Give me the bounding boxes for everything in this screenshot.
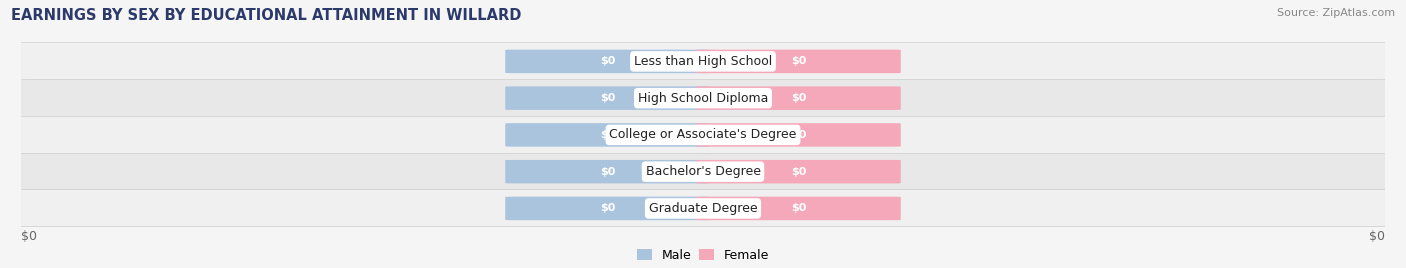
FancyBboxPatch shape — [696, 86, 901, 110]
Text: Less than High School: Less than High School — [634, 55, 772, 68]
Text: $0: $0 — [790, 93, 806, 103]
Text: Source: ZipAtlas.com: Source: ZipAtlas.com — [1277, 8, 1395, 18]
FancyBboxPatch shape — [505, 197, 710, 220]
Text: $0: $0 — [790, 56, 806, 66]
Legend: Male, Female: Male, Female — [631, 244, 775, 267]
FancyBboxPatch shape — [696, 197, 901, 220]
Text: College or Associate's Degree: College or Associate's Degree — [609, 128, 797, 142]
FancyBboxPatch shape — [505, 86, 710, 110]
Text: $0: $0 — [600, 93, 616, 103]
Text: $0: $0 — [790, 167, 806, 177]
FancyBboxPatch shape — [696, 50, 901, 73]
Text: EARNINGS BY SEX BY EDUCATIONAL ATTAINMENT IN WILLARD: EARNINGS BY SEX BY EDUCATIONAL ATTAINMEN… — [11, 8, 522, 23]
Text: Graduate Degree: Graduate Degree — [648, 202, 758, 215]
FancyBboxPatch shape — [18, 117, 1388, 153]
FancyBboxPatch shape — [505, 50, 710, 73]
FancyBboxPatch shape — [696, 160, 901, 183]
FancyBboxPatch shape — [18, 43, 1388, 80]
Text: $0: $0 — [600, 56, 616, 66]
FancyBboxPatch shape — [18, 154, 1388, 190]
Text: $0: $0 — [1369, 230, 1385, 243]
Text: $0: $0 — [21, 230, 37, 243]
Text: $0: $0 — [600, 167, 616, 177]
Text: Bachelor's Degree: Bachelor's Degree — [645, 165, 761, 178]
Text: $0: $0 — [790, 130, 806, 140]
Text: High School Diploma: High School Diploma — [638, 92, 768, 105]
Text: $0: $0 — [790, 203, 806, 213]
FancyBboxPatch shape — [505, 123, 710, 147]
FancyBboxPatch shape — [505, 160, 710, 183]
FancyBboxPatch shape — [18, 190, 1388, 227]
Text: $0: $0 — [600, 130, 616, 140]
FancyBboxPatch shape — [18, 80, 1388, 116]
FancyBboxPatch shape — [696, 123, 901, 147]
Text: $0: $0 — [600, 203, 616, 213]
